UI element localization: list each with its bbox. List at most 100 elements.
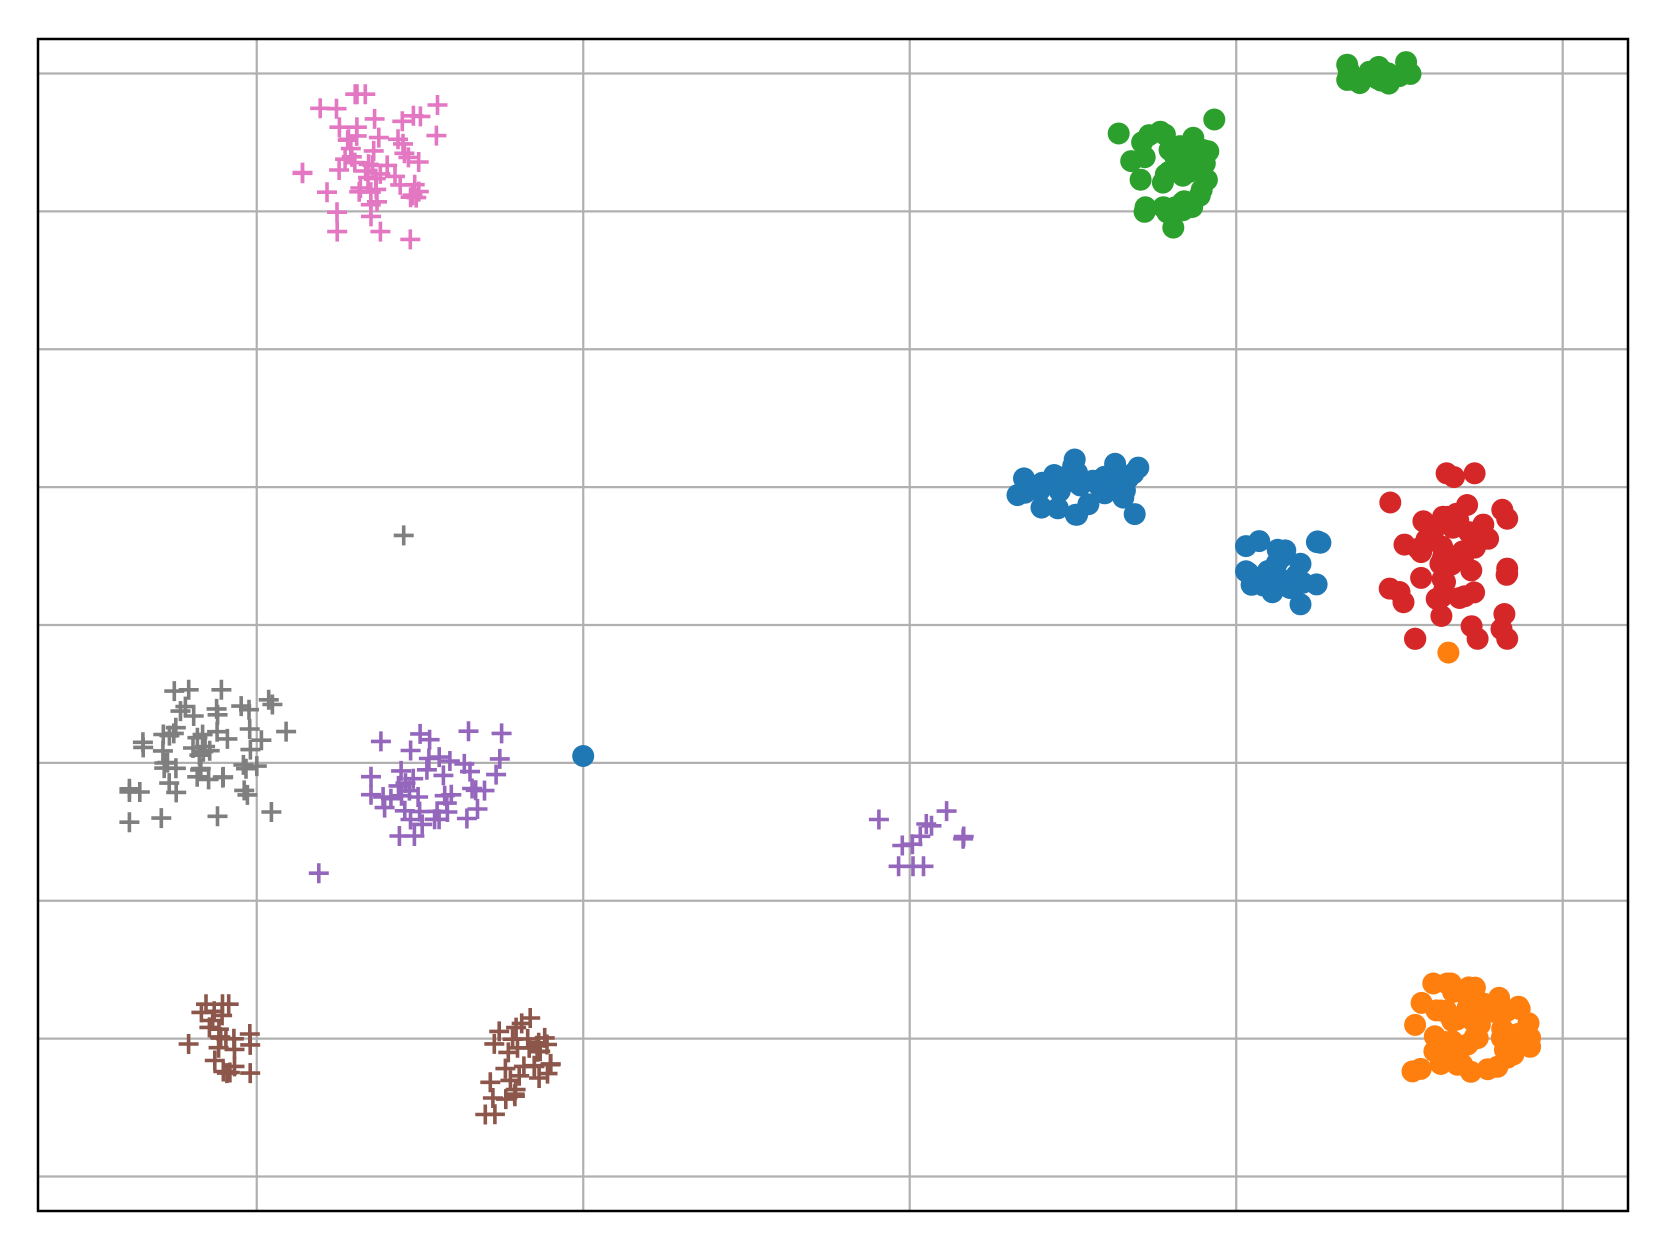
- point-s7-c0-54: [212, 767, 233, 788]
- point-s7-c0-22: [262, 694, 283, 715]
- point-s0-c0-28: [1030, 496, 1053, 519]
- point-s0-c0-20: [1123, 503, 1146, 526]
- point-s6-c0-15: [329, 117, 350, 138]
- point-s0-c1-16: [1261, 581, 1284, 604]
- point-s7-c0-35: [187, 766, 208, 787]
- point-s0-c1-18: [1256, 560, 1279, 582]
- point-s7-c0-44: [195, 736, 216, 757]
- point-s1-c0-43: [1502, 1043, 1525, 1066]
- point-s5-c1-12: [506, 1017, 527, 1038]
- point-s3-c0-51: [1432, 505, 1455, 528]
- point-s4-c0-42: [399, 780, 420, 801]
- point-s1-c0-27: [1491, 1017, 1514, 1040]
- point-s5-c1-33: [540, 1053, 561, 1074]
- point-s5-c1-2: [498, 1042, 519, 1063]
- point-s3-c0-47: [1496, 557, 1519, 580]
- point-s1-c0-39: [1422, 972, 1445, 995]
- point-s6-c0-25: [370, 221, 391, 242]
- point-s1-c0-57: [1434, 1031, 1457, 1053]
- point-s6-c0-24: [335, 149, 356, 170]
- point-s4-c1-0: [868, 809, 889, 830]
- point-s1-c0-42: [1463, 983, 1485, 1006]
- point-s2-c1-16: [1370, 58, 1392, 81]
- point-s4-c0-28: [389, 826, 410, 846]
- point-s7-c0-38: [119, 812, 140, 833]
- point-s4-c0-23: [361, 784, 381, 805]
- point-s6-c0-41: [346, 117, 367, 138]
- point-s0-c1-19: [1235, 535, 1257, 558]
- point-s7-c0-49: [129, 782, 150, 802]
- point-s6-c0-44: [426, 125, 447, 146]
- point-s4-c1-9: [953, 826, 974, 847]
- point-s7-c0-34: [237, 784, 258, 805]
- point-s7-c0-4: [236, 758, 256, 779]
- point-s1-c0-46: [1476, 1058, 1499, 1081]
- point-s6-c0-53: [388, 129, 408, 150]
- point-s0-c0-33: [1101, 472, 1124, 495]
- point-s6-c0-39: [363, 140, 384, 161]
- point-s6-c0-31: [358, 154, 379, 175]
- point-s4-c0-43: [409, 801, 430, 822]
- point-s0-c0-21: [1064, 503, 1087, 526]
- plot-frame: [36, 37, 1630, 1213]
- series-4: [308, 721, 974, 884]
- point-s6-c0-20: [364, 108, 385, 129]
- point-s4-c0-24: [400, 740, 421, 761]
- point-s4-c0-39: [416, 759, 437, 780]
- point-s5-c1-30: [484, 1033, 505, 1054]
- point-s4-c0-26: [489, 748, 510, 769]
- point-s1-c0-52: [1410, 991, 1433, 1014]
- point-s6-c0-9: [292, 163, 313, 184]
- point-s6-c0-21: [317, 182, 337, 203]
- point-s3-c0-45: [1490, 618, 1513, 641]
- point-s1-c1-0: [1437, 641, 1460, 664]
- series-2: [1107, 51, 1422, 239]
- point-s6-c0-19: [402, 185, 423, 206]
- point-s7-c0-48: [159, 725, 180, 746]
- point-s4-c0-29: [370, 731, 391, 752]
- point-s7-c0-3: [217, 728, 238, 749]
- point-s6-c0-49: [345, 84, 366, 105]
- point-s2-c0-22: [1129, 168, 1152, 191]
- point-s4-c0-17: [373, 787, 394, 807]
- point-s4-c0-38: [474, 780, 495, 801]
- point-s5-c1-23: [480, 1072, 501, 1093]
- point-s0-c0-30: [1104, 452, 1127, 475]
- point-s4-c0-35: [434, 785, 455, 806]
- point-s4-c0-44: [429, 809, 450, 830]
- point-s4-c0-7: [467, 799, 488, 819]
- point-s7-c0-31: [231, 696, 252, 717]
- point-s2-c0-38: [1133, 146, 1156, 169]
- point-s7-c0-52: [152, 740, 173, 761]
- point-s5-c1-16: [482, 1088, 503, 1108]
- point-s6-c0-42: [398, 147, 419, 168]
- point-s0-c0-8: [1046, 497, 1069, 520]
- point-s4-c0-30: [462, 778, 483, 799]
- point-s2-c0-13: [1190, 178, 1213, 201]
- point-s5-c0-23: [239, 1024, 260, 1044]
- point-s3-c0-29: [1460, 615, 1483, 638]
- point-s7-c0-42: [206, 698, 227, 719]
- point-s7-c0-28: [183, 706, 204, 726]
- point-s1-c0-50: [1441, 1010, 1464, 1032]
- point-s3-c0-43: [1378, 577, 1401, 600]
- point-s4-c1-8: [936, 801, 957, 822]
- point-s3-c0-57: [1443, 466, 1465, 489]
- point-s7-c0-14: [234, 780, 255, 801]
- point-s5-c0-2: [204, 1050, 225, 1071]
- point-s7-c0-23: [207, 721, 228, 742]
- point-s5-c0-10: [178, 1034, 199, 1054]
- point-s7-c0-39: [159, 773, 180, 794]
- point-s7-c1-0: [393, 525, 414, 546]
- point-s7-c0-47: [240, 739, 261, 760]
- point-s4-c0-41: [460, 761, 480, 782]
- point-s4-c2-0: [308, 863, 329, 884]
- point-s3-c0-35: [1472, 513, 1495, 536]
- point-s1-c0-56: [1409, 1057, 1432, 1080]
- point-s6-c0-54: [310, 98, 331, 119]
- series-7: [119, 525, 414, 833]
- point-s7-c0-8: [261, 802, 282, 822]
- point-s1-c0-37: [1404, 1013, 1427, 1036]
